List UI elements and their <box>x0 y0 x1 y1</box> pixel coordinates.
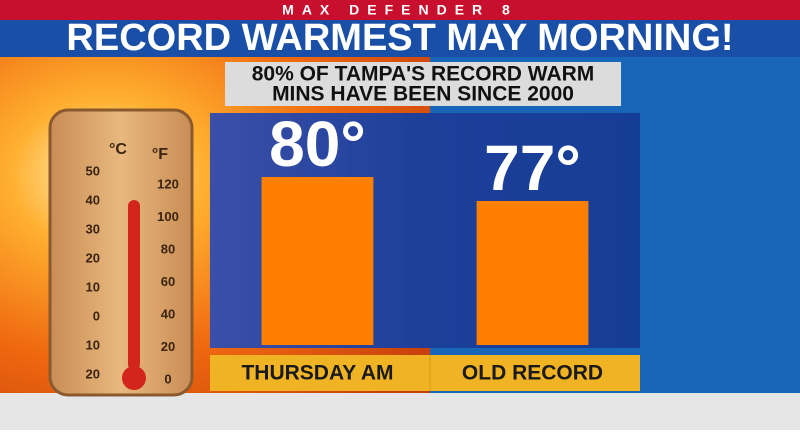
thermometer-celsius: 20 <box>86 250 100 265</box>
thermometer-tube <box>128 200 140 370</box>
thermometer-fahrenheit: 0 <box>164 371 171 386</box>
thermometer-celsius: 20 <box>86 366 100 381</box>
thermometer-celsius: 10 <box>86 337 100 352</box>
bar <box>476 201 589 345</box>
thermometer-unit: °F <box>152 146 168 163</box>
thermometer-bulb <box>122 366 146 390</box>
thermometer-fahrenheit: 100 <box>157 209 179 224</box>
thermometer-fahrenheit: 60 <box>161 274 175 289</box>
banner-bar <box>0 0 800 20</box>
thermometer-fahrenheit: 20 <box>161 339 175 354</box>
thermometer-celsius: 50 <box>86 163 100 178</box>
category-label: OLD RECORD <box>462 362 603 385</box>
subtitle-box <box>225 62 621 106</box>
value-label: 80° <box>269 108 366 180</box>
thermometer-fahrenheit: 120 <box>157 176 179 191</box>
thermometer-celsius: 40 <box>86 192 100 207</box>
thermometer <box>48 108 194 397</box>
value-label: 77° <box>484 132 581 204</box>
subtitle-line: 80% OF TAMPA'S RECORD WARM <box>252 63 595 86</box>
bar <box>261 177 374 345</box>
subtitle-line: MINS HAVE BEEN SINCE 2000 <box>272 83 574 106</box>
category-label: THURSDAY AM <box>241 362 393 385</box>
title-bar <box>0 20 800 57</box>
thermometer-fahrenheit: 40 <box>161 306 175 321</box>
thermometer-fahrenheit: 80 <box>161 241 175 256</box>
thermometer-unit: °C <box>109 141 127 158</box>
bottom-strip <box>0 393 800 430</box>
thermometer-celsius: 30 <box>86 221 100 236</box>
thermometer-celsius: 10 <box>86 279 100 294</box>
title: RECORD WARMEST MAY MORNING! <box>66 17 733 59</box>
banner: MAX DEFENDER 8 <box>282 2 518 18</box>
category-bar <box>210 355 640 391</box>
thermometer-celsius: 0 <box>93 308 100 323</box>
